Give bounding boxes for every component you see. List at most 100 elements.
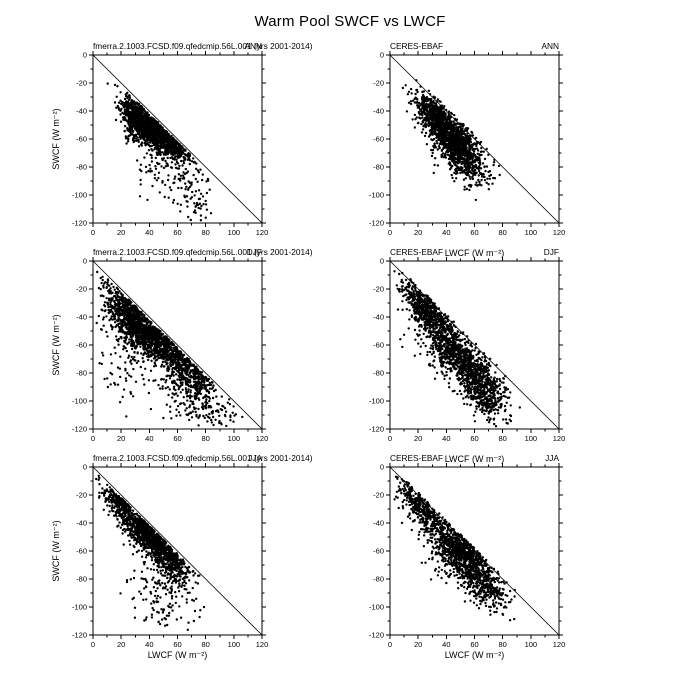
y-tick-label: -100 — [72, 191, 87, 200]
one-to-one-line — [389, 260, 560, 430]
scatter-points — [95, 474, 206, 631]
scatter-points — [393, 475, 517, 622]
y-tick-label: -60 — [373, 341, 384, 350]
scatter-points — [95, 270, 244, 428]
x-tick-label: 100 — [525, 640, 538, 649]
figure-title: Warm Pool SWCF vs LWCF — [254, 13, 446, 30]
x-tick-label: 80 — [201, 228, 209, 237]
x-tick-label: 20 — [117, 228, 125, 237]
x-tick-label: 0 — [91, 228, 95, 237]
x-tick-label: 120 — [256, 640, 269, 649]
x-tick-label: 20 — [117, 434, 125, 443]
y-tick-label: -120 — [72, 425, 87, 434]
x-tick-label: 20 — [414, 228, 422, 237]
x-tick-label: 80 — [201, 434, 209, 443]
x-tick-label: 20 — [117, 640, 125, 649]
y-tick-label: -100 — [369, 397, 384, 406]
panel-title-left: fmerra.2.1003.FCSD.f09.qfedcmip.56L.001 … — [93, 41, 313, 51]
y-tick-label: -120 — [369, 219, 384, 228]
scatter-points — [393, 270, 522, 428]
x-tick-label: 60 — [470, 228, 478, 237]
y-tick-label: -120 — [72, 631, 87, 640]
x-tick-label: 40 — [145, 228, 153, 237]
axis-ticks — [386, 463, 563, 639]
y-tick-label: -120 — [369, 425, 384, 434]
y-tick-label: 0 — [83, 463, 87, 472]
x-tick-label: 0 — [388, 640, 392, 649]
y-tick-label: -60 — [76, 547, 87, 556]
x-tick-label: 120 — [256, 434, 269, 443]
panel-title-right: JJA — [545, 453, 559, 463]
y-tick-label: -80 — [76, 369, 87, 378]
one-to-one-line — [389, 54, 560, 224]
panel-title-left: CERES-EBAF — [390, 453, 443, 463]
x-tick-label: 20 — [414, 434, 422, 443]
y-tick-label: -120 — [369, 631, 384, 640]
axis-ticks — [89, 257, 266, 433]
y-tick-label: -60 — [76, 341, 87, 350]
x-tick-label: 0 — [388, 228, 392, 237]
x-tick-label: 80 — [498, 228, 506, 237]
x-tick-label: 80 — [498, 640, 506, 649]
axis-ticks — [386, 51, 563, 227]
x-tick-label: 120 — [553, 228, 566, 237]
x-tick-label: 80 — [201, 640, 209, 649]
y-tick-label: -40 — [373, 519, 384, 528]
y-tick-label: -60 — [373, 135, 384, 144]
y-tick-label: -40 — [373, 107, 384, 116]
y-tick-label: -20 — [76, 491, 87, 500]
x-tick-label: 20 — [414, 640, 422, 649]
panel-ceres-jja: 0 20 40 60 80 100 120 0 -20 -40 -60 -80 -100 -120 CERE… — [369, 453, 565, 660]
panel-ceres-djf: 0 20 40 60 80 100 120 0 -20 -40 -60 -80 -100 -120 CERE… — [369, 247, 565, 464]
y-tick-label: -100 — [369, 191, 384, 200]
one-to-one-line — [92, 54, 263, 224]
x-tick-label: 40 — [442, 640, 450, 649]
x-tick-label: 0 — [91, 434, 95, 443]
panel-title-right: DJF — [247, 247, 262, 257]
x-tick-label: 60 — [173, 640, 181, 649]
panel-title-left: fmerra.2.1003.FCSD.f09.qfedcmip.56L.001 … — [93, 453, 313, 463]
axis-ticks — [89, 463, 266, 639]
x-tick-label: 100 — [228, 228, 241, 237]
x-tick-label: 100 — [525, 228, 538, 237]
y-tick-label: -20 — [373, 79, 384, 88]
y-tick-label: -100 — [369, 603, 384, 612]
x-tick-label: 40 — [145, 434, 153, 443]
y-axis-label: SWCF (W m⁻²) — [51, 314, 61, 375]
y-tick-label: -20 — [76, 79, 87, 88]
y-tick-label: -40 — [373, 313, 384, 322]
x-tick-label: 100 — [525, 434, 538, 443]
panel-title-right: JJA — [248, 453, 262, 463]
x-axis-label: LWCF (W m⁻²) — [148, 650, 208, 660]
y-tick-label: 0 — [83, 51, 87, 60]
panel-title-left: CERES-EBAF — [390, 247, 443, 257]
y-tick-label: -40 — [76, 313, 87, 322]
y-tick-label: -80 — [373, 163, 384, 172]
x-axis-label: LWCF (W m⁻²) — [445, 454, 505, 464]
x-tick-label: 120 — [553, 640, 566, 649]
x-tick-label: 120 — [256, 228, 269, 237]
x-tick-label: 0 — [388, 434, 392, 443]
panel-title-right: ANN — [541, 41, 559, 51]
x-tick-label: 60 — [470, 434, 478, 443]
x-tick-label: 100 — [228, 640, 241, 649]
y-axis-label: SWCF (W m⁻²) — [51, 108, 61, 169]
y-tick-label: -20 — [76, 285, 87, 294]
y-tick-label: -20 — [373, 491, 384, 500]
y-tick-label: -40 — [76, 519, 87, 528]
panel-title-right: ANN — [244, 41, 262, 51]
y-tick-label: -120 — [72, 219, 87, 228]
y-tick-label: -20 — [373, 285, 384, 294]
axis-ticks — [386, 257, 563, 433]
y-tick-label: 0 — [83, 257, 87, 266]
x-tick-label: 80 — [498, 434, 506, 443]
y-tick-label: -100 — [72, 603, 87, 612]
x-tick-label: 100 — [228, 434, 241, 443]
one-to-one-line — [92, 260, 263, 430]
y-tick-label: 0 — [380, 463, 384, 472]
x-tick-label: 0 — [91, 640, 95, 649]
x-axis-label: LWCF (W m⁻²) — [445, 248, 505, 258]
y-tick-label: -80 — [373, 575, 384, 584]
